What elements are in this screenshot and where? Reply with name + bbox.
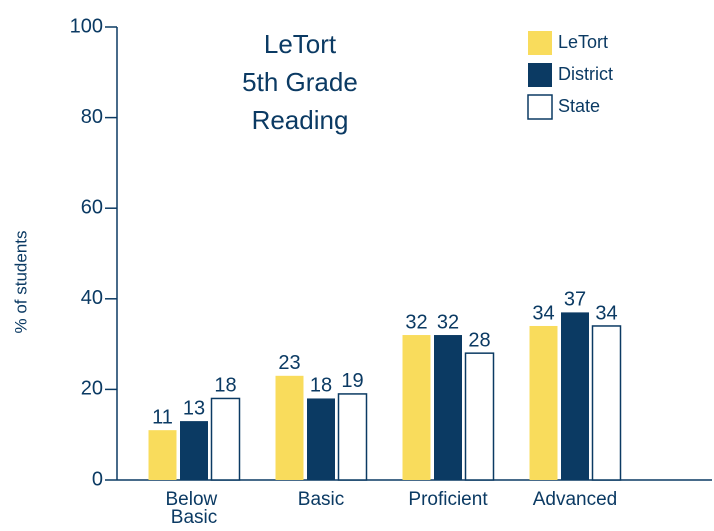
bar	[561, 312, 589, 480]
x-tick-label: Proficient	[408, 489, 488, 510]
y-axis-label: % of students	[11, 230, 30, 333]
value-label: 23	[278, 352, 300, 374]
bar	[180, 421, 208, 480]
value-label: 18	[310, 375, 332, 397]
value-label: 37	[564, 289, 586, 311]
legend-label: LeTort	[558, 32, 608, 52]
legend-swatch	[528, 63, 552, 87]
x-tick-label: Advanced	[533, 489, 618, 510]
x-tick-label-line: Basic	[298, 489, 344, 510]
chart-title: Reading	[252, 105, 349, 135]
bar	[591, 325, 622, 481]
y-tick-label: 100	[70, 15, 103, 37]
value-label: 11	[152, 406, 173, 428]
bar	[210, 397, 241, 481]
bar	[275, 375, 304, 480]
y-tick-label: 40	[81, 287, 103, 309]
legend-label: State	[558, 96, 600, 116]
bar	[307, 398, 335, 480]
chart-title: 5th Grade	[242, 67, 358, 97]
value-label: 32	[437, 311, 459, 333]
x-tick-label: Basic	[298, 489, 344, 510]
y-tick-label: 0	[92, 468, 103, 490]
x-tick-label-line: Basic	[171, 507, 217, 528]
value-label: 19	[341, 370, 363, 392]
y-tick-label: 80	[81, 106, 103, 128]
bar	[402, 335, 431, 480]
bar	[148, 430, 177, 480]
x-tick-label-line: Below	[165, 489, 222, 510]
value-label: 34	[595, 302, 617, 324]
legend-label: District	[558, 64, 613, 84]
x-tick-label: Below Basic	[165, 489, 222, 528]
x-tick-label-line: Advanced	[533, 489, 618, 510]
bar	[464, 352, 495, 481]
bar	[434, 335, 462, 480]
value-label: 34	[532, 302, 554, 324]
legend-swatch	[527, 94, 553, 120]
y-tick-label: 20	[81, 378, 103, 400]
value-label: 18	[214, 375, 236, 397]
value-label: 28	[468, 329, 490, 351]
legend-swatch	[528, 31, 552, 55]
value-label: 32	[405, 311, 427, 333]
bar	[529, 325, 558, 480]
bar	[337, 393, 368, 481]
chart-title: LeTort	[264, 29, 337, 59]
value-label: 13	[183, 397, 205, 419]
y-tick-label: 60	[81, 196, 103, 218]
x-tick-label-line: Proficient	[408, 489, 488, 510]
